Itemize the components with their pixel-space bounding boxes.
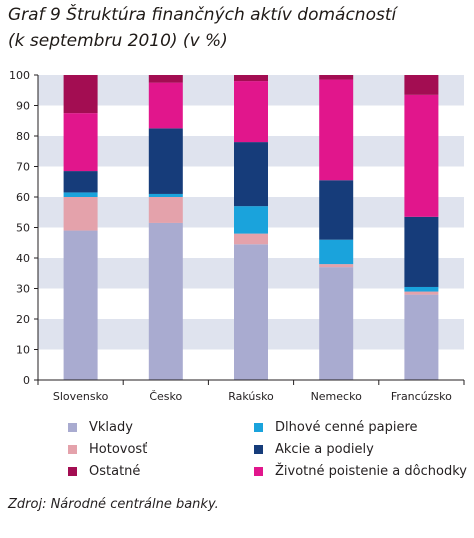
legend-item-hotovos-: Hotovosť: [68, 442, 147, 457]
x-tick-label: Slovensko: [53, 390, 109, 400]
bar-segment-francúzsko-vklady: [404, 294, 439, 380]
legend-label: Hotovosť: [89, 442, 148, 457]
chart-title-line-1: Graf 9 Štruktúra finančných aktív domácn…: [8, 5, 397, 25]
y-tick-label: 10: [16, 344, 30, 357]
bar-segment-rakúsko-akcie-a-podiely: [234, 142, 268, 207]
legend-label: Dlhové cenné papiere: [275, 420, 418, 435]
bar-segment-nemecko--ivotn-poistenie-a-d-chodky: [319, 79, 354, 181]
y-tick-label: 60: [16, 191, 30, 204]
bar-segment-nemecko-akcie-a-podiely: [319, 180, 354, 240]
y-tick-label: 80: [16, 130, 30, 143]
bar-segment-francúzsko-hotovos-: [404, 291, 439, 295]
y-tick-label: 40: [16, 252, 30, 265]
legend-swatch: [254, 423, 263, 432]
stacked-bar-chart: 0 10 20 30 40 50 60 70 80 90 100 Slovensko Česko Rakú…: [9, 69, 465, 400]
x-tick-label: Nemecko: [311, 390, 363, 400]
bar-segment-slovensko-akcie-a-podiely: [63, 171, 98, 193]
bar-segment-rakúsko-hotovos-: [234, 233, 268, 245]
y-tick-label: 30: [16, 283, 30, 296]
bar-segment-rakúsko-dlhov-cenn-papiere: [234, 206, 268, 234]
legend-swatch: [68, 445, 77, 454]
bar-segment-francúzsko-ostatn-: [404, 75, 439, 95]
bar-segment-slovensko-vklady: [63, 230, 98, 380]
y-tick-label: 20: [16, 313, 30, 326]
bar-segment-slovensko-ostatn-: [63, 75, 98, 114]
bar-segment-česko-hotovos-: [148, 197, 183, 223]
bar-segment-nemecko-vklady: [319, 267, 354, 380]
y-tick-label: 50: [16, 222, 30, 235]
y-tick-label: 100: [9, 69, 30, 82]
source-note: Zdroj: Národné centrálne banky.: [8, 497, 219, 512]
bar-segment-francúzsko-akcie-a-podiely: [404, 216, 439, 287]
bar-segment-nemecko-ostatn-: [319, 75, 354, 80]
legend-label: Životné poistenie a dôchodky: [275, 464, 467, 479]
bar-segment-rakúsko-vklady: [234, 244, 268, 380]
y-tick-label: 90: [16, 100, 30, 113]
bar-segment-nemecko-dlhov-cenn-papiere: [319, 239, 354, 265]
bar-segment-slovensko--ivotn-poistenie-a-d-chodky: [63, 113, 98, 172]
y-tick-label: 70: [16, 161, 30, 174]
legend-swatch: [254, 467, 263, 476]
legend-label: Ostatné: [89, 464, 141, 479]
legend-item-dlhov-cenn-papiere: Dlhové cenné papiere: [254, 420, 418, 435]
bar-segment-česko-vklady: [148, 222, 183, 380]
legend-item-akcie-a-podiely: Akcie a podiely: [254, 442, 374, 457]
legend-swatch: [68, 423, 77, 432]
bar-segment-česko-dlhov-cenn-papiere: [148, 193, 183, 197]
legend-label: Akcie a podiely: [275, 442, 374, 457]
legend-swatch: [254, 445, 263, 454]
x-tick-label: Rakúsko: [228, 390, 274, 400]
chart-title: Graf 9 Štruktúra finančných aktív domácn…: [8, 2, 468, 54]
bar-segment-francúzsko--ivotn-poistenie-a-d-chodky: [404, 94, 439, 217]
bar-segment-česko-ostatn-: [148, 75, 183, 83]
bar-segment-rakúsko-ostatn-: [234, 75, 268, 82]
legend-item-vklady: Vklady: [68, 420, 133, 435]
bar-segment-česko-akcie-a-podiely: [148, 128, 183, 194]
bar-segment-francúzsko-dlhov-cenn-papiere: [404, 286, 439, 292]
bar-segment-slovensko-hotovos-: [63, 197, 98, 231]
x-tick-label: Česko: [149, 390, 182, 400]
y-tick-label: 0: [23, 374, 30, 387]
bar-segment-česko--ivotn-poistenie-a-d-chodky: [148, 82, 183, 129]
bar-segment-nemecko-hotovos-: [319, 264, 354, 268]
bar-segment-slovensko-dlhov-cenn-papiere: [63, 192, 98, 197]
legend-label: Vklady: [89, 420, 133, 435]
x-tick-label: Francúzsko: [391, 390, 452, 400]
bar-segment-rakúsko--ivotn-poistenie-a-d-chodky: [234, 81, 268, 143]
legend-item--ivotn-poistenie-a-d-chodky: Životné poistenie a dôchodky: [254, 464, 467, 479]
chart-title-line-2: (k septembru 2010) (v %): [8, 31, 228, 51]
legend-swatch: [68, 467, 77, 476]
legend-item-ostatn-: Ostatné: [68, 464, 140, 479]
